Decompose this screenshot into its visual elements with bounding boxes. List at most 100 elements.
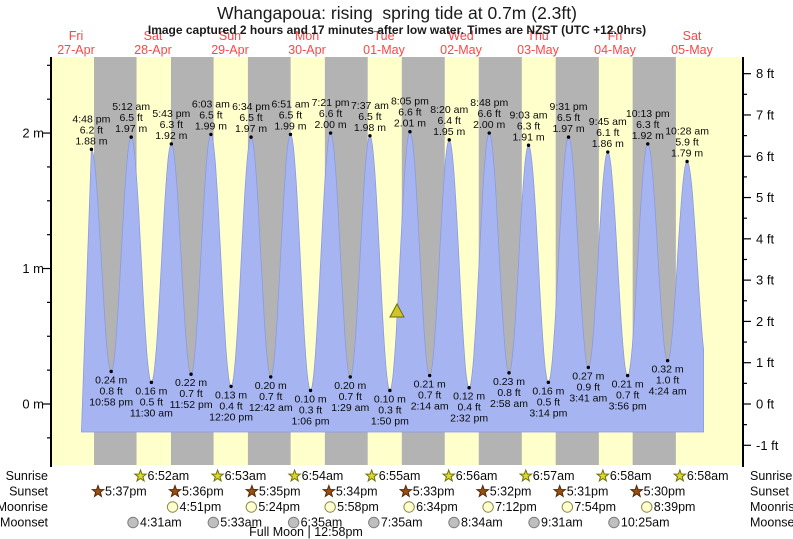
high-tide-dot — [249, 135, 253, 139]
day-name-label: Fri — [608, 29, 623, 43]
right-axis-label: 8 ft — [756, 66, 774, 81]
day-name-label: Thu — [527, 29, 549, 43]
high-tide-dot — [447, 138, 451, 142]
high-tide-label: 1.97 m — [235, 123, 267, 135]
low-tide-dot — [189, 372, 193, 376]
low-tide-label: 3:56 pm — [609, 401, 647, 413]
astro-time-label: 5:35pm — [259, 485, 301, 499]
astro-time-label: 9:31am — [541, 516, 583, 530]
astro-row-label-right: Sunrise — [750, 469, 792, 483]
low-tide-label: 0.12 m — [453, 391, 485, 403]
high-tide-dot — [685, 159, 689, 164]
low-tide-label: 0.4 ft — [219, 400, 242, 412]
low-tide-label: 2:58 am — [490, 398, 528, 410]
day-date-label: 05-May — [671, 43, 713, 57]
low-tide-label: 0.22 m — [175, 377, 207, 389]
high-tide-label: 6.6 ft — [398, 107, 421, 119]
right-axis-label: 6 ft — [756, 149, 774, 164]
sunset-icon — [167, 484, 183, 498]
high-tide-label: 2.01 m — [394, 118, 426, 130]
low-tide-dot — [308, 388, 313, 393]
low-tide-label: 0.10 m — [294, 393, 326, 405]
high-tide-label: 1.99 m — [274, 120, 306, 132]
high-tide-label: 1.98 m — [354, 122, 386, 134]
day-date-label: 30-Apr — [288, 43, 326, 57]
low-tide-dot — [507, 371, 511, 375]
low-tide-label: 3:14 pm — [529, 407, 567, 419]
high-tide-label: 5.9 ft — [675, 137, 698, 149]
high-tide-dot — [368, 134, 372, 138]
tide-curve-layer — [80, 131, 704, 433]
day-name-label: Sat — [144, 29, 163, 43]
right-axis-label: 3 ft — [756, 273, 774, 288]
high-tide-label: 6.5 ft — [279, 109, 302, 121]
astro-time-label: 8:34am — [461, 516, 503, 530]
high-tide-label: 6.3 ft — [517, 120, 540, 132]
right-axis-label: 7 ft — [756, 107, 774, 122]
high-tide-label: 2.00 m — [315, 119, 347, 131]
sunrise-icon — [364, 468, 379, 483]
moonrise-icon — [324, 501, 336, 513]
high-tide-label: 8:05 pm — [391, 96, 429, 108]
right-axis-label: -1 ft — [756, 438, 779, 453]
moonset-icon — [368, 516, 380, 529]
high-tide-dot — [288, 132, 293, 137]
high-tide-label: 4:48 pm — [72, 113, 110, 125]
axes-layer: 2 m 1 m 0 m 8 ft 7 ft 6 ft 5 ft 4 ft 3 ft 2 ft 1 f… — [22, 57, 779, 467]
high-tide-label: 1.97 m — [552, 123, 584, 135]
sunset-icon — [90, 484, 106, 498]
high-tide-label: 1.91 m — [512, 131, 544, 143]
low-tide-label: 0.4 ft — [457, 402, 480, 414]
moonset-icon — [207, 516, 220, 529]
moonrise-icon — [482, 501, 494, 513]
astro-time-label: 5:34pm — [336, 485, 378, 499]
astro-time-label: 10:25am — [621, 516, 670, 530]
day-date-label: 28-Apr — [134, 43, 172, 57]
astro-time-label: 5:31pm — [567, 485, 609, 499]
chart-subtitle: Image captured 2 hours and 17 minutes af… — [148, 23, 646, 37]
right-axis-label: 5 ft — [756, 190, 774, 205]
moonset-icon — [608, 516, 620, 529]
low-tide-label: 1.0 ft — [656, 375, 679, 387]
low-tide-label: 2:32 pm — [450, 413, 488, 425]
low-tide-label: 3:41 am — [569, 392, 607, 404]
low-tide-label: 0.10 m — [374, 393, 406, 405]
high-tide-label: 6.5 ft — [120, 112, 143, 124]
high-tide-label: 6.5 ft — [199, 109, 222, 121]
astro-time-label: 4:31am — [140, 516, 182, 530]
low-tide-label: 0.16 m — [135, 385, 167, 397]
low-tide-label: 0.20 m — [334, 380, 366, 392]
high-tide-label: 8:20 am — [430, 104, 468, 116]
day-name-label: Wed — [448, 29, 474, 43]
low-tide-label: 1:29 am — [331, 402, 369, 414]
sunrise-icon — [518, 468, 533, 483]
astro-time-label: 5:33pm — [413, 485, 455, 499]
low-tide-dot — [388, 388, 392, 393]
day-date-label: 02-May — [440, 43, 482, 57]
sunrise-icon — [133, 468, 148, 483]
astro-time-label: 6:35am — [301, 516, 343, 530]
sunrise-icon — [595, 468, 610, 483]
high-tide-label: 6.5 ft — [557, 112, 580, 124]
moonrise-icon — [245, 501, 258, 513]
high-tide-label: 6.6 ft — [319, 108, 342, 120]
day-name-label: Sat — [683, 29, 702, 43]
high-tide-dot — [209, 132, 213, 137]
current-level-marker-icon — [389, 302, 405, 318]
high-tide-label: 6.3 ft — [636, 119, 659, 131]
low-tide-dot — [625, 373, 630, 378]
high-tide-label: 1.92 m — [632, 130, 664, 142]
high-tide-label: 6:51 am — [272, 98, 310, 110]
sunset-icon — [244, 484, 259, 498]
high-tide-label: 9:31 pm — [550, 101, 588, 113]
high-tide-label: 1.79 m — [671, 148, 703, 160]
high-tide-label: 6.6 ft — [478, 108, 501, 120]
sunset-icon — [475, 484, 490, 498]
moonset-icon — [528, 516, 540, 529]
low-tide-label: 0.16 m — [532, 385, 564, 397]
astro-layer: Sunrise Sunrise 6:52am 6:53am 6:54am 6:55am 6:… — [0, 468, 793, 530]
astro-time-label: 5:32pm — [490, 485, 532, 499]
high-tide-label: 6:03 am — [192, 98, 230, 110]
high-tide-label: 6.2 ft — [80, 124, 103, 136]
day-name-label: Sun — [219, 29, 241, 43]
